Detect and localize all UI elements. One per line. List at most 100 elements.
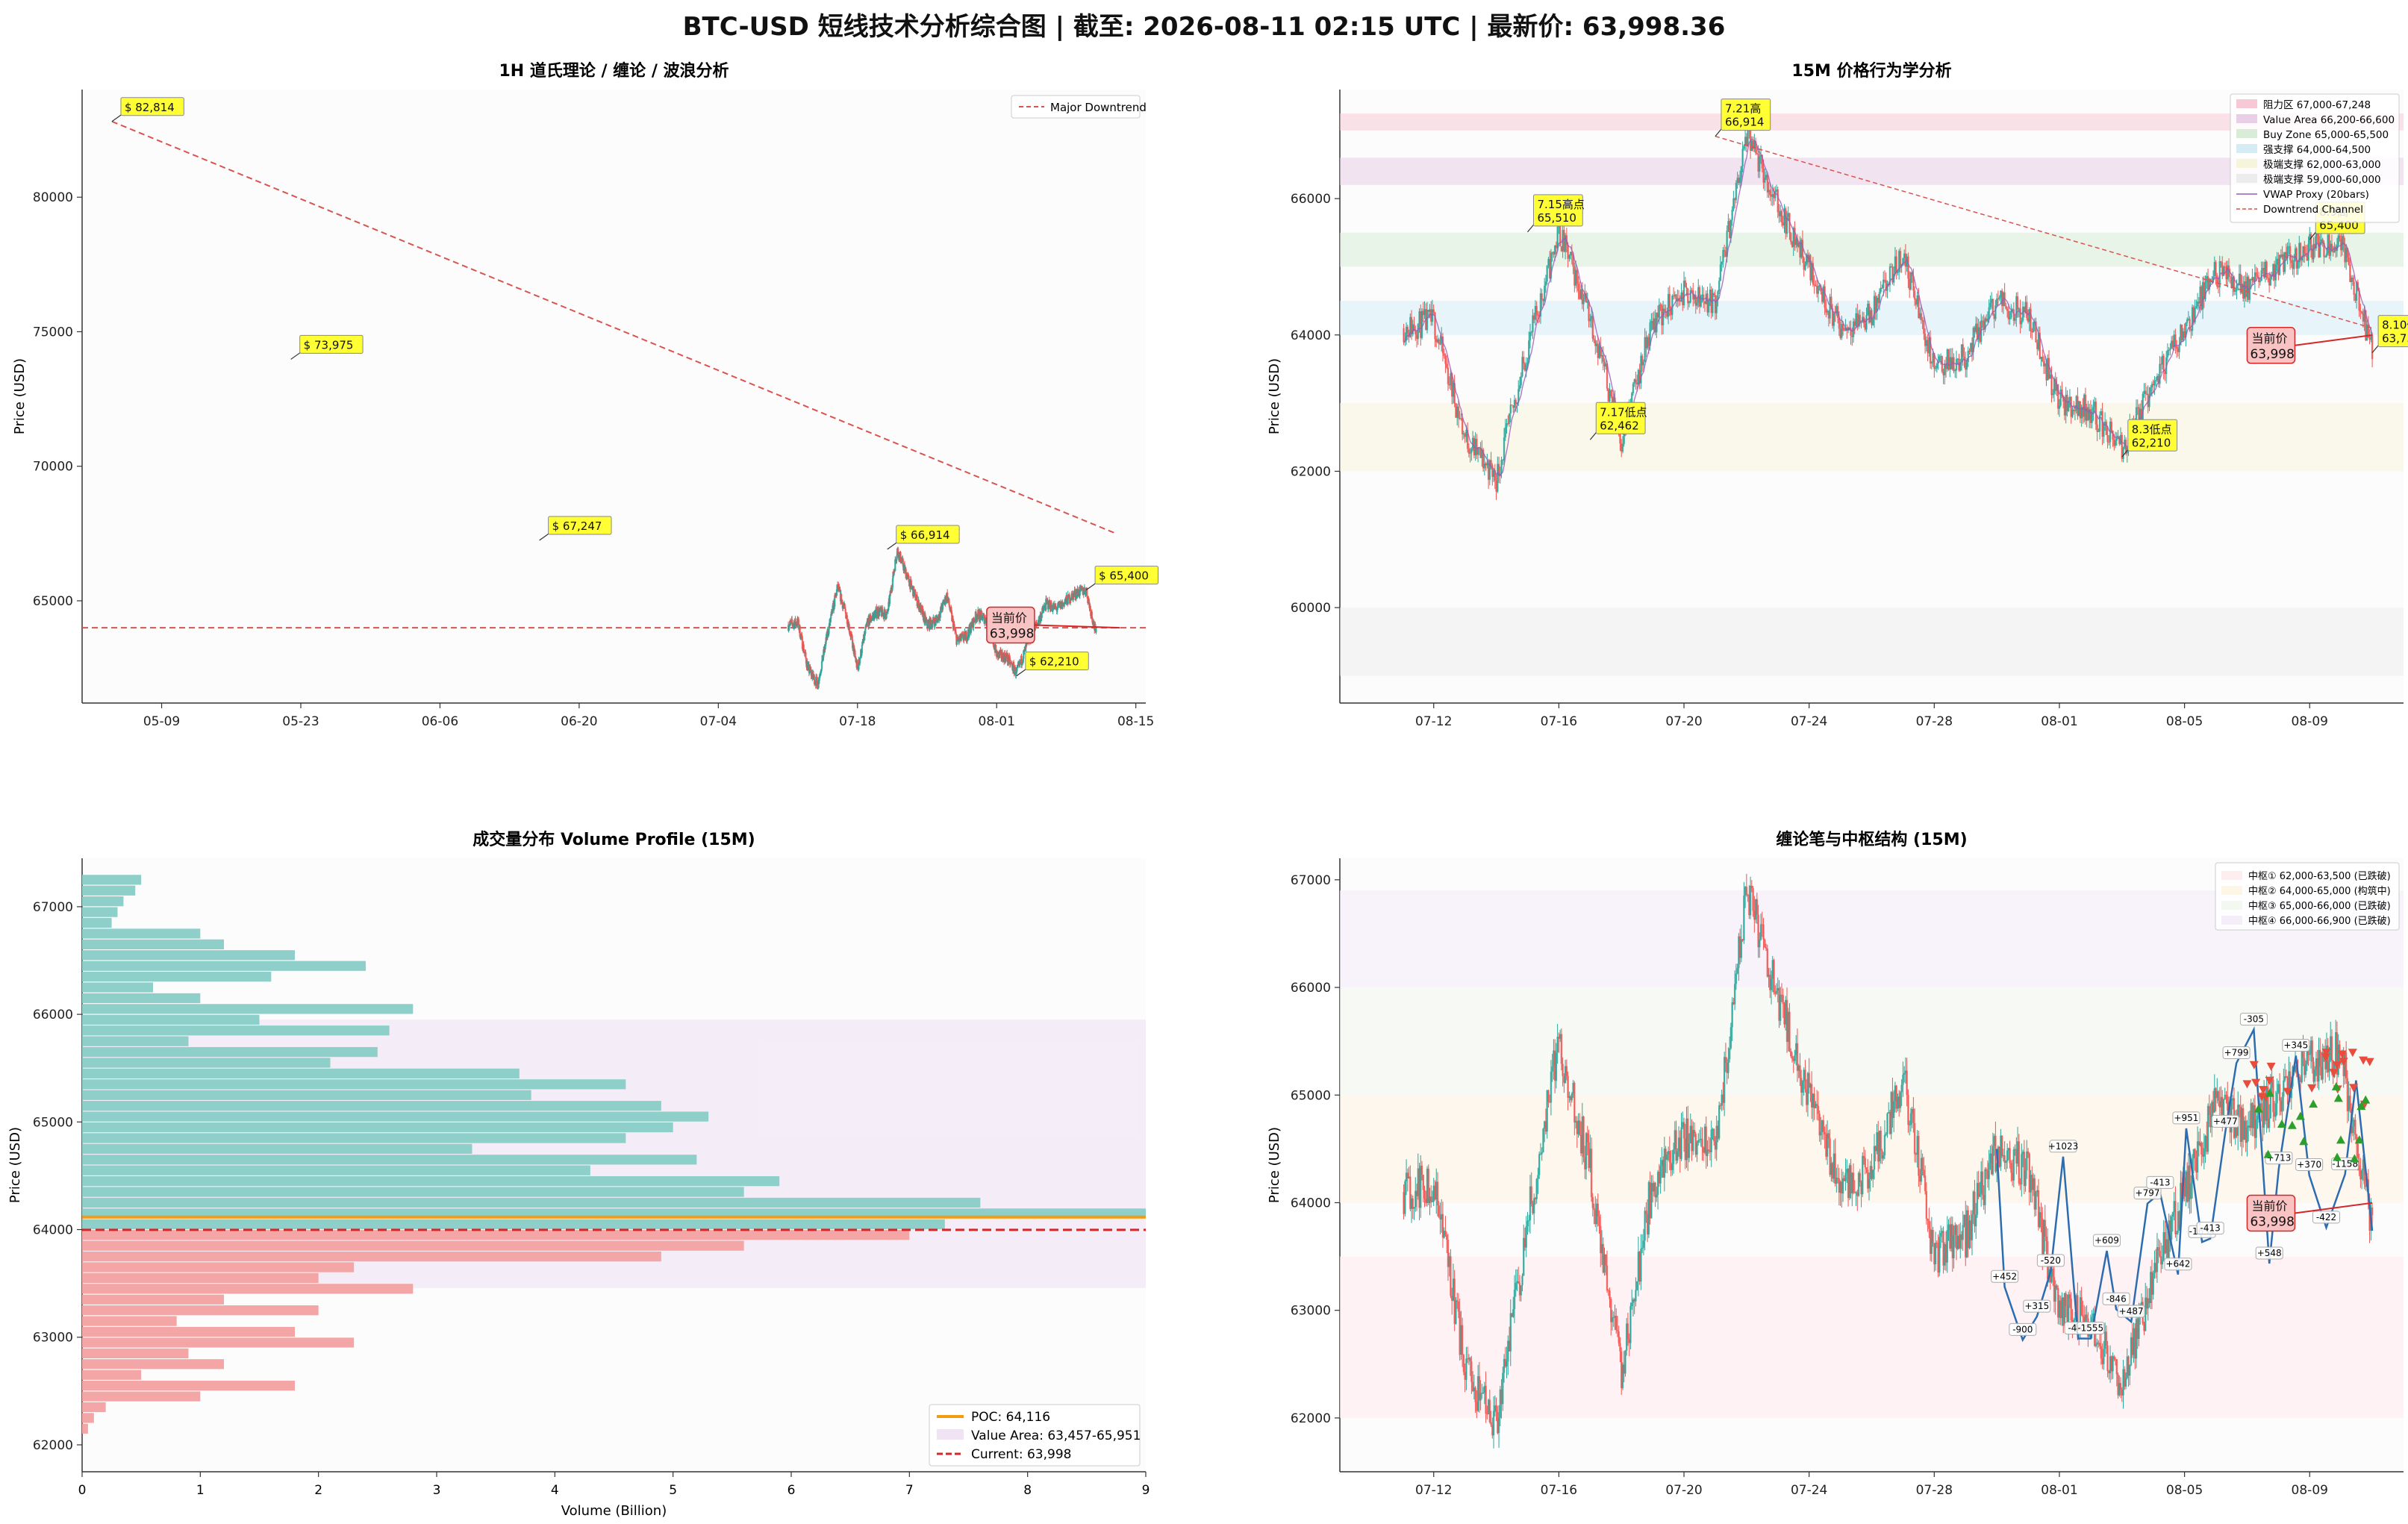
p1-candle-body bbox=[1091, 611, 1094, 618]
p4-candle-body bbox=[1616, 1330, 1619, 1332]
p2-candle-body bbox=[1663, 308, 1666, 311]
p1-candle-body bbox=[944, 601, 947, 604]
p2-candle-body bbox=[1927, 340, 1929, 354]
p2-candle-body bbox=[1794, 228, 1796, 246]
p2-candle-body bbox=[2320, 239, 2323, 243]
p4-candle-body bbox=[1820, 1131, 1822, 1136]
p2-candle-body bbox=[1476, 447, 1479, 455]
p1-candle-body bbox=[805, 658, 808, 664]
p2-candle-body bbox=[1880, 287, 1882, 293]
p3-volume-bar bbox=[82, 1014, 260, 1025]
p4-candle-body bbox=[2154, 1263, 2157, 1272]
p1-candle-body bbox=[979, 610, 982, 620]
p3-volume-bar bbox=[82, 875, 142, 885]
p4-candle-body bbox=[1445, 1234, 1448, 1240]
p4-candle-body bbox=[1589, 1149, 1591, 1169]
p2-candle-body bbox=[1585, 293, 1588, 303]
p3-xtick-label: 3 bbox=[433, 1483, 441, 1498]
p3-volume-bar bbox=[82, 950, 295, 961]
p2-candle-body bbox=[1990, 299, 1993, 303]
p1-candle-body bbox=[1095, 628, 1097, 633]
p3-volume-bar bbox=[82, 1413, 94, 1423]
p4-candle-body bbox=[1949, 1224, 1951, 1249]
p1-candle-body bbox=[1012, 663, 1015, 665]
p1-candle-body bbox=[817, 688, 819, 690]
p4-candle-body bbox=[2133, 1328, 2135, 1355]
p2-candle-body bbox=[2351, 277, 2354, 282]
p2-candle-body bbox=[1602, 355, 1604, 362]
p4-candle-body bbox=[1544, 1121, 1547, 1132]
p2-candle-body bbox=[1869, 310, 1871, 323]
p4-sell-marker bbox=[2337, 1050, 2347, 1059]
p4-candle-body bbox=[2173, 1201, 2175, 1213]
p2-candle-body bbox=[1890, 266, 1892, 267]
p1-candle-body bbox=[1069, 599, 1072, 602]
p4-candle-body bbox=[2033, 1178, 2036, 1210]
p4-candle-body bbox=[1404, 1181, 1406, 1214]
p2-candle-body bbox=[1981, 320, 1984, 322]
p2-candle-body bbox=[1537, 314, 1539, 316]
p2-candle-body bbox=[1488, 460, 1491, 480]
p2-annotation-text: 62,462 bbox=[1600, 419, 1639, 432]
p4-current-price-box-value: 63,998 bbox=[2250, 1214, 2294, 1229]
p2-candle-body bbox=[1469, 452, 1471, 454]
p4-candle-body bbox=[2028, 1153, 2031, 1193]
p2-candle-body bbox=[1494, 469, 1497, 481]
p1-candle-body bbox=[976, 615, 979, 619]
p1-candle-body bbox=[902, 559, 905, 567]
p4-candle-body bbox=[2211, 1102, 2213, 1128]
p1-candle-body bbox=[1008, 657, 1011, 665]
p2-candle-body bbox=[1420, 310, 1423, 338]
p2-candle-body bbox=[2040, 356, 2042, 359]
p4-candle-body bbox=[1470, 1361, 1473, 1382]
p2-candle-body bbox=[2136, 407, 2139, 408]
p2-candle-body bbox=[1665, 310, 1667, 312]
p2-candle-body bbox=[2297, 262, 2299, 269]
p4-candle-body bbox=[2199, 1143, 2201, 1146]
p4-candle-body bbox=[1682, 1122, 1685, 1139]
p4-candle-body bbox=[1685, 1118, 1688, 1161]
p4-candle-body bbox=[1603, 1254, 1606, 1273]
p4-ytick-label: 63000 bbox=[1291, 1304, 1331, 1319]
p2-candle-body bbox=[2345, 248, 2348, 263]
p2-candle-body bbox=[1410, 316, 1413, 334]
p2-candle-body bbox=[2253, 272, 2256, 282]
p4-candle-body bbox=[1768, 975, 1770, 977]
p2-candle-body bbox=[1780, 210, 1782, 216]
p4-sell-marker bbox=[2258, 1086, 2268, 1095]
p4-candle-body bbox=[1646, 1214, 1649, 1235]
p2-candle-body bbox=[1723, 250, 1726, 252]
p2-candle-body bbox=[2052, 393, 2054, 396]
p4-candle-body bbox=[1570, 1093, 1573, 1101]
p1-candle-body bbox=[1094, 623, 1097, 628]
p4-candle-body bbox=[2012, 1149, 2015, 1181]
p2-candle-body bbox=[2360, 311, 2363, 313]
p2-candle-body bbox=[2186, 319, 2189, 323]
p2-candle-body bbox=[1544, 281, 1547, 286]
p2-candle-body bbox=[1780, 210, 1783, 223]
p4-candle-body bbox=[2152, 1272, 2154, 1295]
p4-candle-body bbox=[2159, 1251, 2161, 1257]
p2-candle-body bbox=[2092, 407, 2094, 413]
p4-candle-body bbox=[2177, 1211, 2180, 1233]
p2-candle-body bbox=[1832, 313, 1835, 326]
p4-candle-body bbox=[2052, 1268, 2054, 1278]
p3-volume-bar bbox=[82, 1155, 697, 1165]
p1-candle-body bbox=[859, 656, 861, 659]
p4-candle-body bbox=[1738, 936, 1740, 968]
p2-candle-body bbox=[2042, 361, 2045, 366]
p4-candle-body bbox=[1523, 1237, 1526, 1248]
p1-candle-body bbox=[1034, 624, 1037, 631]
p1-candle-body bbox=[904, 568, 907, 569]
p1-ytick-label: 75000 bbox=[33, 325, 73, 340]
p4-candle-body bbox=[2220, 1096, 2222, 1108]
p1-candle-body bbox=[849, 632, 851, 634]
p4-candle-body bbox=[1815, 1104, 1817, 1108]
p2-candle-body bbox=[1728, 221, 1731, 239]
p2-candle-body bbox=[1909, 272, 1912, 290]
p1-candle-body bbox=[830, 613, 832, 619]
p2-candle-body bbox=[2011, 309, 2014, 311]
p2-candle-body bbox=[1995, 299, 1998, 306]
p4-candle-body bbox=[2002, 1155, 2005, 1157]
p4-candle-body bbox=[2224, 1094, 2226, 1100]
